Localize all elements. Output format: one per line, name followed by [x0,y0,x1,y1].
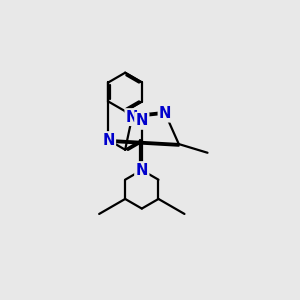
Text: N: N [102,133,115,148]
Text: N: N [136,113,148,128]
Text: N: N [126,110,138,124]
Text: N: N [136,163,148,178]
Text: N: N [159,106,171,121]
